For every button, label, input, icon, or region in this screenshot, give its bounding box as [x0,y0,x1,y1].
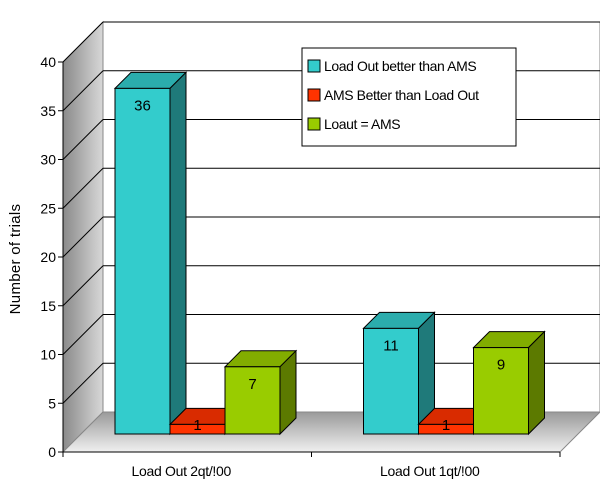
gridline-side [62,314,104,355]
gridline-side [62,119,104,160]
axes [58,61,561,457]
bar-3-2: 9 [472,330,546,436]
legend-item: AMS Better than Load Out [307,87,480,103]
data-label: 9 [497,357,505,374]
data-label: 1 [193,417,201,434]
bar-front [224,366,281,435]
y-tick-label: 0 [48,444,56,460]
legend-label: Loaut = AMS [324,116,400,132]
data-label: 1 [442,417,450,434]
bar-front [114,87,171,435]
legend-box [301,47,517,147]
legend-swatch [307,88,321,102]
y-tick-labels: 0 5 10 15 20 25 30 35 40 [40,54,56,460]
y-tick-label: 15 [40,298,56,314]
y-tick-label: 35 [40,103,56,119]
bar-front [363,327,419,435]
y-tick-label: 30 [40,152,56,168]
data-label: 36 [134,97,151,114]
legend: Load Out better than AMS AMS Better than … [301,47,517,147]
legend-item: Loaut = AMS [307,116,401,132]
gridline-side [62,21,104,63]
gridline-side [62,167,104,209]
y-tick-label: 40 [40,54,56,70]
gridline-side [62,362,104,404]
y-tick-label: 10 [40,347,56,363]
bar-1-1: 36 [113,71,188,436]
category-label: Load Out 1qt/!00 [380,463,480,479]
bar-3-1: 7 [223,349,298,436]
legend-swatch [307,59,321,73]
y-tick-label: 20 [40,249,56,265]
category-labels: Load Out 2qt/!00 Load Out 1qt/!00 [131,463,480,479]
bar-1-2: 11 [362,311,436,436]
legend-label: AMS Better than Load Out [324,87,479,103]
bar-side [528,330,545,436]
gridline-side [62,70,104,112]
category-label: Load Out 2qt/!00 [131,463,231,479]
legend-label: Load Out better than AMS [324,58,476,74]
y-tick-label: 25 [40,200,56,216]
gridline-side [62,216,104,258]
bar-front [473,347,529,435]
y-axis-title: Number of trials [7,204,24,315]
bar-side [169,71,187,436]
y-tick-label: 5 [48,395,56,411]
data-label: 11 [383,337,399,354]
gridline-side [62,265,104,307]
data-label: 7 [248,376,256,393]
legend-item: Load Out better than AMS [307,58,477,74]
legend-swatch [307,117,321,131]
